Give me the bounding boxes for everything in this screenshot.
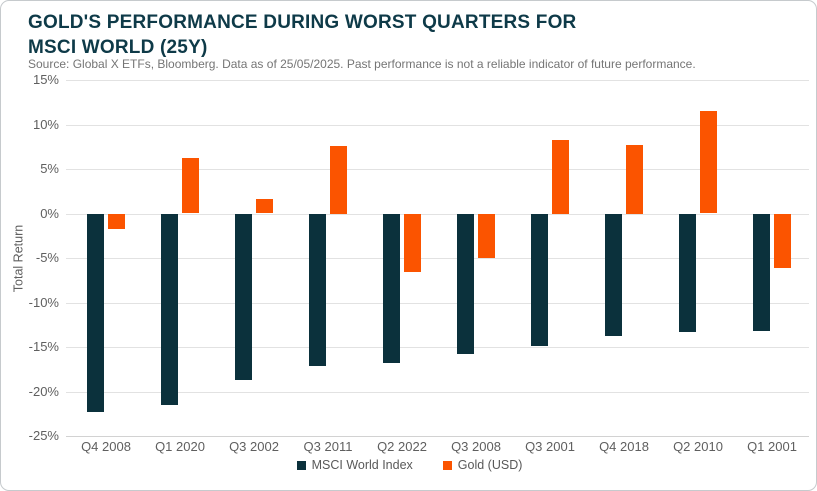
bar-gold-usd-q1-2001	[774, 214, 791, 268]
bar-msci-world-index-q3-2008	[457, 214, 474, 354]
bar-msci-world-index-q1-2001	[753, 214, 770, 331]
bar-gold-usd-q4-2008	[108, 214, 125, 229]
y-tick-label--25: -25%	[28, 428, 59, 443]
x-tick-label-q1-2001: Q1 2001	[747, 439, 797, 454]
x-tick-label-q3-2001: Q3 2001	[525, 439, 575, 454]
bar-gold-usd-q2-2010	[700, 111, 717, 213]
y-tick-label-5: 5%	[40, 161, 59, 176]
legend: MSCI World Index Gold (USD)	[1, 458, 816, 472]
bar-gold-usd-q4-2018	[626, 145, 643, 214]
x-tick-label-q3-2008: Q3 2008	[451, 439, 501, 454]
bar-gold-usd-q1-2020	[182, 158, 199, 213]
gridline--10	[66, 303, 809, 304]
bar-msci-world-index-q3-2001	[531, 214, 548, 346]
bar-gold-usd-q3-2002	[256, 199, 273, 213]
legend-label-msci: MSCI World Index	[311, 458, 413, 472]
bar-gold-usd-q3-2011	[330, 146, 347, 214]
x-tick-label-q2-2010: Q2 2010	[673, 439, 723, 454]
y-tick-label-15: 15%	[32, 72, 59, 87]
gridline--25	[66, 436, 809, 437]
gridline--5	[66, 258, 809, 259]
bar-msci-world-index-q4-2018	[605, 214, 622, 336]
y-tick-label-0: 0%	[40, 206, 59, 221]
y-tick-label-10: 10%	[32, 117, 59, 132]
gridline--20	[66, 392, 809, 393]
bar-msci-world-index-q3-2002	[235, 214, 252, 380]
bar-gold-usd-q3-2001	[552, 140, 569, 214]
x-tick-label-q1-2020: Q1 2020	[155, 439, 205, 454]
gridline-15	[66, 80, 809, 81]
legend-label-gold: Gold (USD)	[457, 458, 523, 472]
x-tick-label-q3-2011: Q3 2011	[303, 439, 353, 454]
bar-gold-usd-q3-2008	[478, 214, 495, 258]
y-tick-label--10: -10%	[28, 295, 59, 310]
x-tick-label-q4-2018: Q4 2018	[599, 439, 649, 454]
x-tick-label-q2-2022: Q2 2022	[377, 439, 427, 454]
y-tick-label--15: -15%	[28, 339, 59, 354]
legend-marker-gold-icon	[442, 460, 452, 470]
legend-item-gold: Gold (USD)	[442, 458, 523, 472]
legend-item-msci: MSCI World Index	[296, 458, 413, 472]
bar-msci-world-index-q4-2008	[87, 214, 104, 412]
chart-title-line1: GOLD'S PERFORMANCE DURING WORST QUARTERS…	[28, 12, 577, 33]
x-tick-label-q3-2002: Q3 2002	[229, 439, 279, 454]
bar-msci-world-index-q3-2011	[309, 214, 326, 366]
bar-msci-world-index-q2-2022	[383, 214, 400, 363]
gridline-5	[66, 169, 809, 170]
chart-title: GOLD'S PERFORMANCE DURING WORST QUARTERS…	[28, 10, 788, 60]
gridline--15	[66, 347, 809, 348]
bar-gold-usd-q2-2022	[404, 214, 421, 272]
x-tick-label-q4-2008: Q4 2008	[81, 439, 131, 454]
chart-title-line2: MSCI WORLD (25Y)	[28, 37, 208, 58]
y-tick-label--20: -20%	[28, 384, 59, 399]
bar-msci-world-index-q1-2020	[161, 214, 178, 405]
gridline-10	[66, 125, 809, 126]
gridline-0	[66, 214, 809, 215]
y-tick-label--5: -5%	[35, 250, 59, 265]
bar-msci-world-index-q2-2010	[679, 214, 696, 332]
legend-marker-msci-icon	[296, 460, 306, 470]
chart-source: Source: Global X ETFs, Bloomberg. Data a…	[28, 57, 696, 71]
